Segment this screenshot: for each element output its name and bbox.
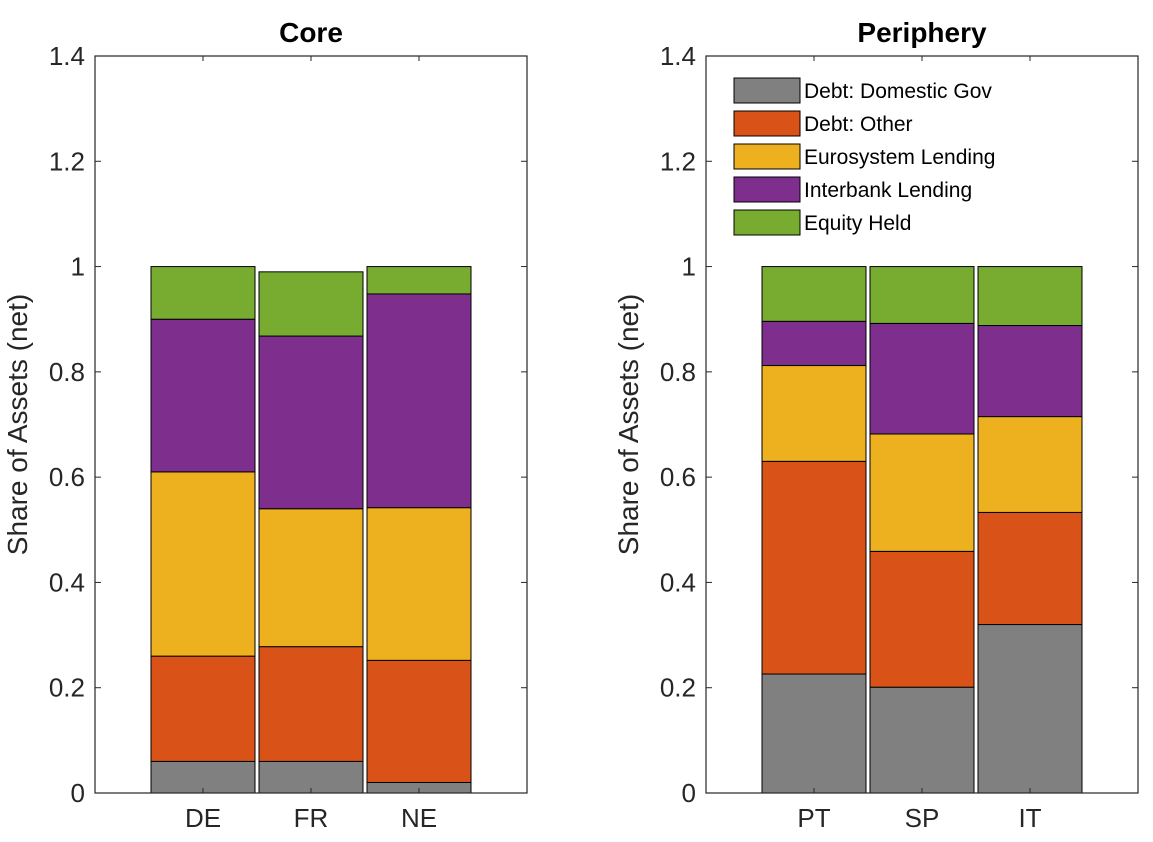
bar-segment-core-de-0 [150,760,256,794]
bar-segment-core-de-3 [150,318,256,473]
x-tick-label-periphery-sp: SP [905,803,940,833]
x-tick-label-core-ne: NE [401,803,437,833]
y-tick-label-periphery-6: 1.2 [660,146,696,176]
bar-segment-core-ne-3 [366,293,472,509]
bar-segment-periphery-pt-1 [761,460,867,675]
legend-swatch-3 [733,176,801,203]
y-tick-label-periphery-4: 0.8 [660,357,696,387]
legend-label-3: Interbank Lending [804,179,972,202]
x-tick-label-periphery-pt: PT [797,803,830,833]
bar-segment-core-ne-4 [366,266,472,295]
legend-swatch-2 [733,143,801,170]
y-tick-label-periphery-3: 0.6 [660,462,696,492]
bar-segment-periphery-sp-4 [869,266,975,324]
y-axis-label-core: Share of Assets (net) [2,294,33,555]
y-tick-label-core-2: 0.4 [49,567,85,597]
y-axis-label-periphery: Share of Assets (net) [613,294,644,555]
y-tick-label-periphery-7: 1.4 [660,41,696,71]
y-tick-label-periphery-1: 0.2 [660,673,696,703]
bar-segment-periphery-pt-3 [761,320,867,367]
bar-segment-core-de-4 [150,266,256,320]
y-tick-label-core-3: 0.6 [49,462,85,492]
bar-segment-core-ne-2 [366,507,472,661]
legend-label-2: Eurosystem Lending [804,146,995,169]
bar-segment-periphery-pt-0 [761,673,867,794]
bar-segment-core-fr-1 [258,646,364,762]
axes-frame-periphery [705,55,1139,794]
bar-segment-core-de-1 [150,655,256,762]
bar-segment-core-fr-2 [258,508,364,648]
x-tick-label-periphery-it: IT [1018,803,1041,833]
bar-segment-core-fr-3 [258,335,364,510]
y-tick-label-core-4: 0.8 [49,357,85,387]
legend-label-0: Debt: Domestic Gov [804,80,992,103]
y-tick-label-core-6: 1.2 [49,146,85,176]
legend-swatch-0 [733,77,801,104]
bar-segment-periphery-sp-0 [869,686,975,794]
y-tick-label-core-1: 0.2 [49,673,85,703]
axes-frame-core [94,55,528,794]
bar-segment-periphery-it-3 [977,325,1083,418]
legend-label-1: Debt: Other [804,113,913,136]
bar-segment-periphery-sp-1 [869,550,975,688]
bar-segment-periphery-it-0 [977,624,1083,794]
chart-title-core: Core [279,17,343,48]
bar-segment-periphery-it-2 [977,416,1083,513]
x-tick-label-core-de: DE [185,803,221,833]
bar-segment-periphery-sp-2 [869,433,975,552]
bar-segment-core-de-2 [150,471,256,657]
bar-segment-core-ne-1 [366,659,472,783]
y-tick-label-periphery-2: 0.4 [660,567,696,597]
y-tick-label-core-5: 1 [71,252,85,282]
bar-segment-core-fr-4 [258,271,364,337]
bar-segment-periphery-pt-2 [761,365,867,462]
chart-title-periphery: Periphery [857,17,987,48]
x-tick-label-core-fr: FR [294,803,329,833]
legend-label-4: Equity Held [804,212,911,235]
y-tick-label-periphery-0: 0 [682,778,696,808]
bar-segment-periphery-it-1 [977,511,1083,626]
y-tick-label-core-0: 0 [71,778,85,808]
bar-segment-periphery-sp-3 [869,322,975,435]
bar-segment-periphery-it-4 [977,266,1083,327]
legend-swatch-1 [733,110,801,137]
y-tick-label-periphery-5: 1 [682,252,696,282]
y-tick-label-core-7: 1.4 [49,41,85,71]
bar-segment-periphery-pt-4 [761,266,867,322]
legend-swatch-4 [733,209,801,236]
